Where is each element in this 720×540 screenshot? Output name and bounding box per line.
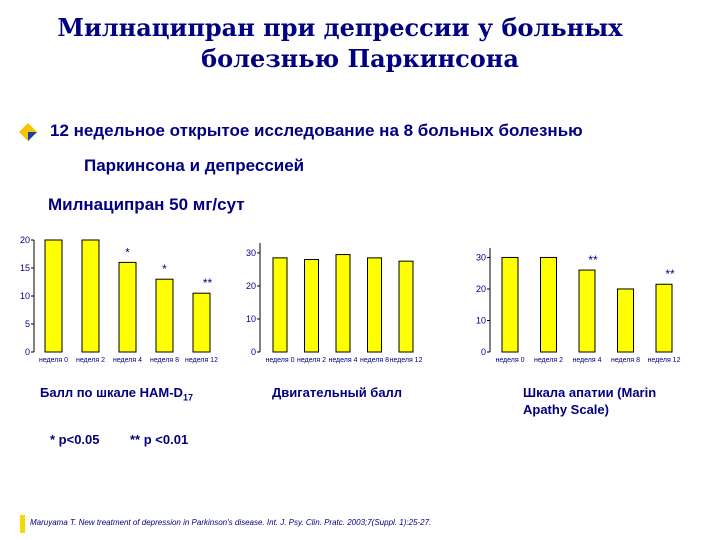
title-line-2: болезнью Паркинсона xyxy=(201,44,519,73)
chart-1-ytick-label: 10 xyxy=(20,291,30,301)
chart-2-ytick-label: 30 xyxy=(246,248,256,258)
title-line-1: Милнаципран при депрессии у больных xyxy=(57,13,623,42)
chart-2-category-3: неделя 4 xyxy=(328,357,357,364)
study-line-1: 12 недельное открытое исследование на 8 … xyxy=(50,121,583,140)
chart-2-bar-4 xyxy=(367,257,382,353)
chart-3-category-2: неделя 2 xyxy=(534,357,563,364)
dose-label: Милнаципран 50 мг/сут xyxy=(48,195,245,214)
chart-3-bar-4 xyxy=(617,288,634,353)
chart-1-annotation-5: ** xyxy=(203,276,213,290)
chart-1-bar-1 xyxy=(44,239,63,353)
significance-p01: ** p <0.01 xyxy=(130,432,189,447)
chart-2-bar-5 xyxy=(398,260,414,353)
chart-2-ytick-label: 20 xyxy=(246,281,256,291)
study-line-2: Паркинсона и депрессией xyxy=(84,156,305,175)
chart-3-annotation-3: ** xyxy=(588,253,598,267)
slide-title: Милнаципран при депрессии у больных боле… xyxy=(0,12,720,74)
chart-2-bar-1 xyxy=(272,257,288,353)
bullet-icon xyxy=(19,123,37,141)
chart-3-category-1: неделя 0 xyxy=(495,357,524,364)
chart-3-category-4: неделя 8 xyxy=(611,357,640,364)
chart-2-category-1: неделя 0 xyxy=(265,357,294,364)
chart-3-category-3: неделя 4 xyxy=(572,357,601,364)
chart-1-category-1: неделя 0 xyxy=(39,357,68,364)
chart-1-category-5: неделя 12 xyxy=(185,357,218,364)
chart-3-bar-3 xyxy=(578,269,596,353)
chart-1-ytick-label: 15 xyxy=(20,263,30,273)
chart-1-ytick-label: 5 xyxy=(25,319,30,329)
chart-3-bar-2 xyxy=(540,256,557,353)
significance-p05: * p<0.05 xyxy=(50,432,100,447)
chart-2-category-5: неделя 12 xyxy=(390,357,423,364)
chart-2-bar-2 xyxy=(304,259,319,353)
chart-3-ytick-label: 0 xyxy=(481,347,486,357)
chart-3-bar-5 xyxy=(655,283,673,353)
reference-marker xyxy=(20,515,25,533)
chart-1-category-4: неделя 8 xyxy=(150,357,179,364)
chart-1-bar-2 xyxy=(81,239,100,353)
chart-1-bar-5 xyxy=(192,292,211,353)
chart-2-ytick-label: 0 xyxy=(251,347,256,357)
chart-2-category-2: неделя 2 xyxy=(297,357,326,364)
chart-2-ytick-label: 10 xyxy=(246,314,256,324)
chart-2-category-4: неделя 8 xyxy=(360,357,389,364)
study-description: 12 недельное открытое исследование на 8 … xyxy=(50,121,710,175)
chart-3-category-5: неделя 12 xyxy=(648,357,681,364)
chart-1-annotation-4: * xyxy=(162,262,167,276)
chart-1-bar-4 xyxy=(155,278,174,353)
chart-3-annotation-5: ** xyxy=(665,267,675,281)
chart-3-ytick-label: 20 xyxy=(476,284,486,294)
chart-1-category-3: неделя 4 xyxy=(113,357,142,364)
chart-1-category-2: неделя 2 xyxy=(76,357,105,364)
chart-3-bar-1 xyxy=(501,256,519,353)
chart-1-xlabel: Балл по шкале HAM-D17 xyxy=(40,385,193,403)
chart-3-xlabel: Шкала апатии (Marin Apathy Scale) xyxy=(523,385,657,417)
chart-1-ytick-label: 20 xyxy=(20,235,30,245)
chart-2-xlabel: Двигательный балл xyxy=(272,385,403,400)
chart-2-bar-3 xyxy=(335,254,351,353)
reference-text: Maruyama T. New treatment of depression … xyxy=(30,518,432,527)
chart-1-bar-3 xyxy=(118,261,137,353)
chart-3-ytick-label: 10 xyxy=(476,315,486,325)
chart-3-ytick-label: 30 xyxy=(476,252,486,262)
chart-1-annotation-3: * xyxy=(125,245,130,259)
chart-1-ytick-label: 0 xyxy=(25,347,30,357)
